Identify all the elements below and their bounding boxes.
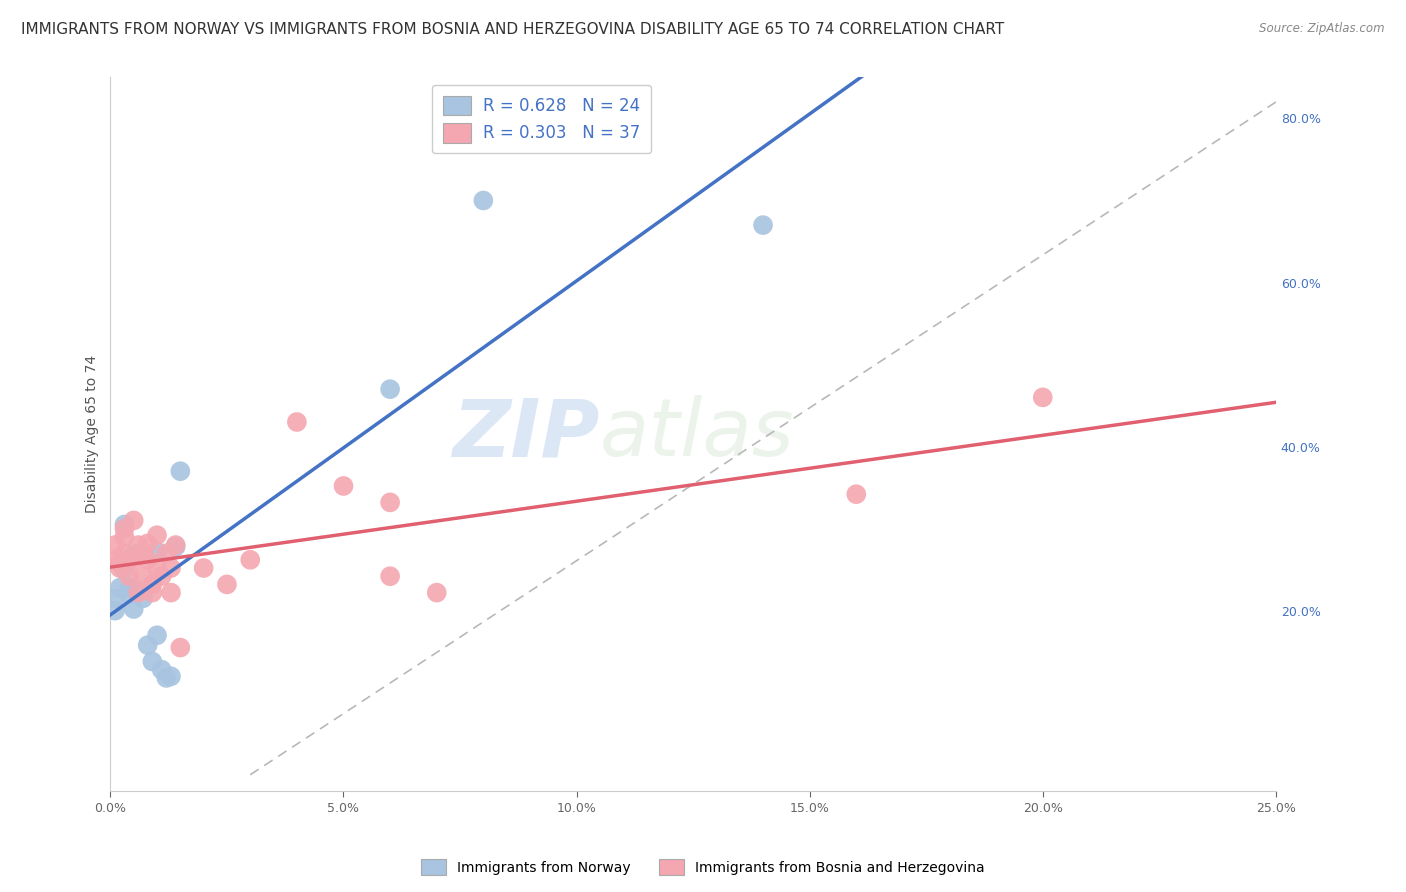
Point bbox=[122, 553, 145, 567]
Point bbox=[146, 544, 169, 558]
Point bbox=[136, 638, 159, 652]
Point bbox=[112, 563, 135, 577]
Point bbox=[146, 561, 169, 575]
Point bbox=[150, 569, 173, 583]
Point bbox=[169, 464, 191, 478]
Point bbox=[127, 538, 149, 552]
Point bbox=[160, 585, 183, 599]
Point bbox=[193, 561, 215, 575]
Point bbox=[122, 548, 145, 562]
Point bbox=[118, 553, 141, 567]
Text: Source: ZipAtlas.com: Source: ZipAtlas.com bbox=[1260, 22, 1385, 36]
Point bbox=[160, 669, 183, 683]
Point bbox=[472, 194, 495, 208]
Point bbox=[378, 382, 401, 396]
Point bbox=[108, 556, 131, 570]
Point bbox=[104, 538, 127, 552]
Point bbox=[146, 628, 169, 642]
Legend: R = 0.628   N = 24, R = 0.303   N = 37: R = 0.628 N = 24, R = 0.303 N = 37 bbox=[433, 85, 651, 153]
Point bbox=[141, 577, 163, 591]
Point bbox=[104, 553, 127, 567]
Point bbox=[169, 640, 191, 655]
Point bbox=[1032, 390, 1054, 404]
Point bbox=[752, 218, 775, 232]
Y-axis label: Disability Age 65 to 74: Disability Age 65 to 74 bbox=[86, 355, 100, 514]
Point bbox=[112, 546, 135, 560]
Legend: Immigrants from Norway, Immigrants from Bosnia and Herzegovina: Immigrants from Norway, Immigrants from … bbox=[416, 854, 990, 880]
Point bbox=[146, 528, 169, 542]
Point bbox=[155, 671, 177, 685]
Point bbox=[239, 553, 262, 567]
Point bbox=[118, 569, 141, 583]
Point bbox=[845, 487, 868, 501]
Point bbox=[136, 553, 159, 567]
Point bbox=[112, 530, 135, 544]
Point bbox=[132, 591, 155, 606]
Point bbox=[332, 479, 354, 493]
Point bbox=[285, 415, 308, 429]
Point bbox=[165, 538, 187, 552]
Point bbox=[122, 581, 145, 595]
Point bbox=[108, 561, 131, 575]
Point bbox=[136, 536, 159, 550]
Point bbox=[108, 581, 131, 595]
Text: IMMIGRANTS FROM NORWAY VS IMMIGRANTS FROM BOSNIA AND HERZEGOVINA DISABILITY AGE : IMMIGRANTS FROM NORWAY VS IMMIGRANTS FRO… bbox=[21, 22, 1004, 37]
Point bbox=[165, 540, 187, 554]
Point bbox=[127, 585, 149, 599]
Point bbox=[122, 513, 145, 527]
Point bbox=[104, 591, 127, 606]
Point bbox=[112, 517, 135, 532]
Point bbox=[150, 663, 173, 677]
Text: atlas: atlas bbox=[600, 395, 794, 474]
Point bbox=[122, 602, 145, 616]
Point bbox=[118, 581, 141, 595]
Point bbox=[426, 585, 449, 599]
Point bbox=[378, 569, 401, 583]
Point bbox=[141, 655, 163, 669]
Point bbox=[132, 569, 155, 583]
Text: ZIP: ZIP bbox=[453, 395, 600, 474]
Point bbox=[155, 546, 177, 560]
Point bbox=[104, 604, 127, 618]
Point bbox=[160, 561, 183, 575]
Point bbox=[215, 577, 238, 591]
Point bbox=[132, 546, 155, 560]
Point bbox=[378, 495, 401, 509]
Point bbox=[127, 546, 149, 560]
Point bbox=[112, 522, 135, 536]
Point bbox=[118, 587, 141, 601]
Point bbox=[141, 585, 163, 599]
